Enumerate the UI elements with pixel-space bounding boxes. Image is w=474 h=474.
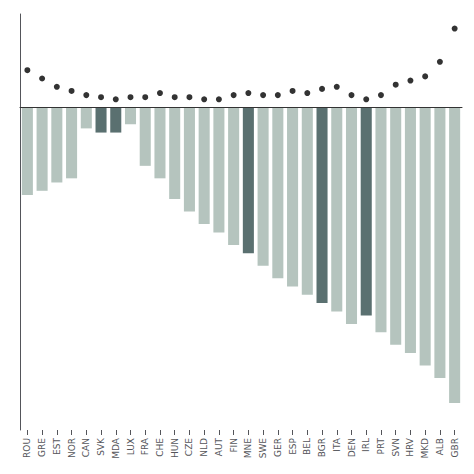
- svg-text:ESP: ESP: [288, 437, 298, 454]
- svg-text:CZE: CZE: [184, 438, 194, 456]
- svg-text:PRT: PRT: [376, 438, 386, 455]
- svg-text:ALB: ALB: [435, 438, 445, 455]
- svg-text:HUN: HUN: [170, 438, 180, 458]
- svg-text:EST: EST: [52, 438, 62, 455]
- svg-text:DEN: DEN: [347, 438, 357, 457]
- svg-text:SVN: SVN: [391, 438, 401, 457]
- svg-text:BEL: BEL: [302, 438, 312, 455]
- svg-text:CAN: CAN: [81, 438, 91, 457]
- svg-text:AUT: AUT: [214, 438, 224, 457]
- svg-text:GBR: GBR: [450, 438, 460, 457]
- svg-text:HRV: HRV: [405, 437, 415, 457]
- svg-text:NLD: NLD: [199, 438, 209, 457]
- svg-text:MDA: MDA: [111, 437, 121, 459]
- svg-text:LUX: LUX: [126, 438, 136, 455]
- svg-text:MKD: MKD: [420, 438, 430, 459]
- svg-text:SWE: SWE: [258, 438, 268, 459]
- svg-text:SVK: SVK: [96, 437, 106, 456]
- svg-text:FIN: FIN: [229, 438, 239, 453]
- svg-text:NOR: NOR: [67, 438, 77, 458]
- svg-text:MNE: MNE: [243, 438, 253, 458]
- svg-text:GER: GER: [273, 438, 283, 457]
- svg-text:FRA: FRA: [140, 437, 150, 455]
- svg-text:CHE: CHE: [155, 438, 165, 457]
- svg-text:ITA: ITA: [332, 437, 342, 451]
- svg-text:IRL: IRL: [361, 438, 371, 452]
- svg-text:GRE: GRE: [37, 438, 47, 457]
- svg-text:BGR: BGR: [317, 438, 327, 457]
- svg-text:ROU: ROU: [22, 438, 32, 458]
